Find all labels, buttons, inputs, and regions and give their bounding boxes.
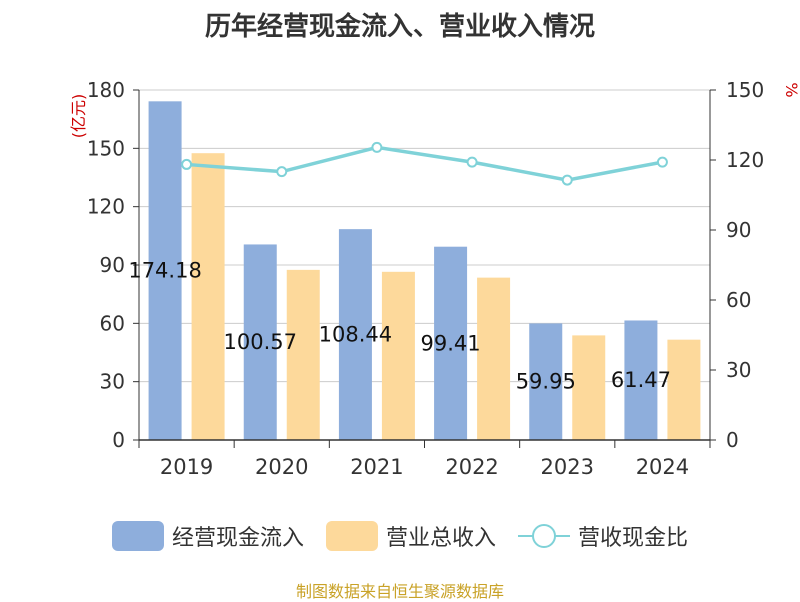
bar-data-label: 100.57: [224, 330, 297, 354]
x-tick-label: 2024: [636, 455, 689, 479]
right-tick-label: 150: [726, 78, 764, 102]
legend-item-ratio[interactable]: 营收现金比: [518, 520, 688, 552]
x-tick-label: 2020: [255, 455, 308, 479]
bar-cash-inflow: [243, 244, 277, 440]
legend-swatch-cash-inflow: [111, 521, 164, 551]
legend-swatch-ratio: [518, 521, 570, 551]
right-tick-label: 120: [726, 148, 764, 172]
right-tick-label: 90: [726, 218, 751, 242]
bar-data-label: 59.95: [516, 370, 576, 394]
legend-label-cash-inflow: 经营现金流入: [171, 526, 304, 551]
x-tick-label: 2019: [160, 455, 213, 479]
bar-cash-inflow: [338, 229, 372, 440]
left-tick-label: 120: [87, 195, 125, 219]
legend: 经营现金流入 营业总收入 营收现金比: [0, 516, 800, 556]
bar-data-label: 174.18: [128, 259, 201, 283]
data-labels: 174.18 100.57 108.44 99.41 59.95 61.47: [128, 259, 671, 394]
grid-lines: [139, 89, 710, 383]
right-tick-label: 60: [726, 288, 751, 312]
bar-cash-inflow: [434, 246, 468, 440]
line-point-ratio: [656, 156, 668, 168]
legend-label-ratio: 营收现金比: [578, 526, 689, 551]
left-tick-label: 60: [100, 311, 125, 335]
bar-revenue: [477, 277, 511, 440]
line-point-ratio: [466, 156, 478, 168]
left-tick-label: 150: [87, 136, 125, 160]
line-series: [181, 141, 668, 186]
source-note: 制图数据来自恒生聚源数据库: [295, 582, 504, 601]
legend-label-revenue: 营业总收入: [385, 526, 496, 551]
x-tick-label: 2023: [541, 455, 594, 479]
left-tick-label: 30: [100, 370, 125, 394]
legend-swatch-revenue: [325, 521, 378, 551]
left-tick-label: 0: [112, 428, 125, 452]
x-tick-label: 2021: [350, 455, 403, 479]
line-point-ratio: [181, 158, 193, 170]
bar-data-label: 61.47: [611, 368, 671, 392]
legend-item-revenue[interactable]: 营业总收入: [325, 520, 496, 552]
bar-data-label: 108.44: [319, 323, 392, 347]
right-tick-label: 30: [726, 358, 751, 382]
y-right-axis-label: %: [782, 82, 800, 97]
bar-cash-inflow: [529, 323, 563, 440]
left-tick-label: 180: [87, 78, 125, 102]
line-point-ratio: [371, 141, 383, 153]
bar-revenue: [286, 269, 320, 440]
bar-revenue: [381, 271, 415, 440]
bar-revenue: [191, 153, 225, 440]
bar-revenue: [572, 335, 606, 440]
line-point-ratio: [561, 174, 573, 186]
right-tick-label: 0: [726, 428, 739, 452]
bar-cash-inflow: [624, 320, 658, 440]
y-left-axis-label: (亿元): [69, 94, 88, 139]
bar-cash-inflow: [148, 101, 182, 441]
legend-item-cash-inflow[interactable]: 经营现金流入: [111, 520, 304, 552]
chart-title: 历年经营现金流入、营业收入情况: [204, 12, 595, 42]
left-tick-label: 90: [100, 253, 125, 277]
line-ratio: [186, 145, 663, 182]
bar-marks: [148, 101, 701, 441]
bar-revenue: [667, 339, 701, 440]
line-point-ratio: [276, 166, 288, 178]
bar-data-label: 99.41: [421, 331, 481, 355]
x-tick-label: 2022: [445, 455, 498, 479]
